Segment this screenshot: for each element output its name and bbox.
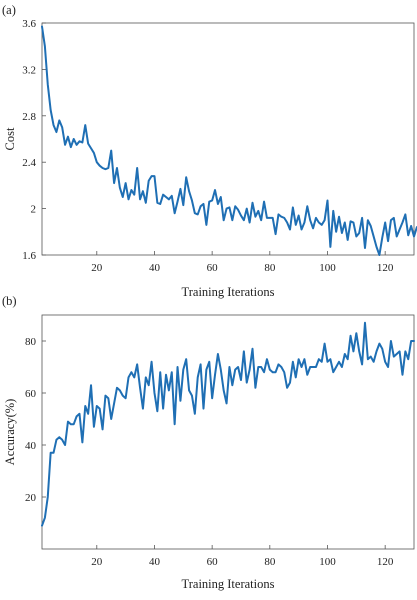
y-axis-a: 1.6 2 2.4 2.8 3.2 3.6 bbox=[22, 18, 46, 262]
y-tick-label: 60 bbox=[25, 388, 37, 400]
plot-frame-b bbox=[41, 314, 415, 550]
x-tick-label: 60 bbox=[207, 262, 219, 274]
x-axis-b: 20 40 60 80 100 120 bbox=[91, 545, 394, 568]
panel-label-a: (a) bbox=[2, 3, 16, 17]
y-tick-label: 2.8 bbox=[22, 111, 36, 123]
cost-series-line bbox=[41, 25, 417, 256]
x-tick-label: 40 bbox=[149, 262, 161, 274]
x-tick-label: 100 bbox=[319, 556, 336, 568]
x-tick-label: 100 bbox=[319, 262, 336, 274]
x-tick-label: 40 bbox=[149, 556, 161, 568]
y-tick-label: 2 bbox=[31, 204, 37, 216]
x-axis-title-a: Training Iterations bbox=[182, 285, 275, 299]
y-tick-label: 1.6 bbox=[22, 250, 36, 262]
x-tick-label: 20 bbox=[91, 556, 103, 568]
plot-frame-a bbox=[41, 22, 415, 256]
x-tick-label: 120 bbox=[377, 262, 394, 274]
y-axis-b: 20 40 60 80 bbox=[25, 336, 46, 504]
y-axis-title-a: Cost bbox=[3, 127, 17, 150]
y-tick-label: 3.6 bbox=[22, 18, 36, 30]
y-tick-label: 2.4 bbox=[22, 157, 36, 169]
x-axis-title-b: Training Iterations bbox=[182, 577, 275, 591]
x-tick-label: 60 bbox=[207, 556, 219, 568]
cost-chart: (a) 1.6 2 2.4 2.8 3.2 3.6 20 40 60 80 100 120 Trai… bbox=[2, 3, 417, 299]
x-tick-label: 80 bbox=[264, 556, 276, 568]
panel-label-b: (b) bbox=[2, 294, 17, 308]
y-tick-label: 3.2 bbox=[22, 64, 36, 76]
accuracy-chart: (b) 20 40 60 80 20 40 60 80 100 120 Training Ite… bbox=[2, 294, 415, 591]
x-tick-label: 80 bbox=[264, 262, 276, 274]
x-tick-label: 120 bbox=[377, 556, 394, 568]
x-axis-a: 20 40 60 80 100 120 bbox=[91, 251, 394, 274]
y-tick-label: 20 bbox=[25, 492, 37, 504]
accuracy-series-line bbox=[41, 321, 415, 527]
y-tick-label: 80 bbox=[25, 336, 37, 348]
y-tick-label: 40 bbox=[25, 440, 37, 452]
y-axis-title-b: Accuracy(%) bbox=[3, 399, 17, 466]
x-tick-label: 20 bbox=[91, 262, 103, 274]
